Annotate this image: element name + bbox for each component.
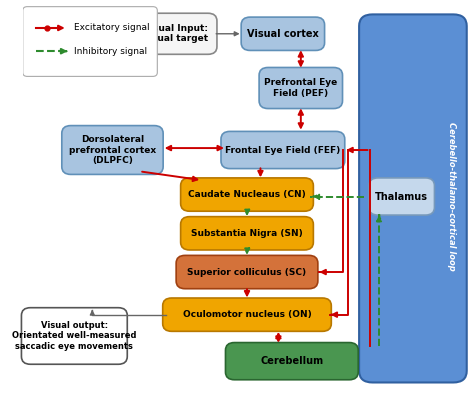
Text: Visual output:
Orientated well-measured
saccadic eye movements: Visual output: Orientated well-measured … — [12, 321, 137, 351]
FancyBboxPatch shape — [23, 7, 157, 76]
Text: Thalamus: Thalamus — [375, 191, 428, 202]
Text: Substantia Nigra (SN): Substantia Nigra (SN) — [191, 229, 303, 238]
FancyBboxPatch shape — [221, 131, 345, 169]
Text: Oculomotor nucleus (ON): Oculomotor nucleus (ON) — [182, 310, 311, 319]
Text: Cerebello-thalamo-cortical loop: Cerebello-thalamo-cortical loop — [447, 122, 456, 271]
FancyBboxPatch shape — [359, 15, 467, 382]
Text: Caudate Nucleaus (CN): Caudate Nucleaus (CN) — [188, 190, 306, 199]
FancyBboxPatch shape — [181, 217, 313, 250]
FancyBboxPatch shape — [259, 68, 343, 108]
Text: Superior colliculus (SC): Superior colliculus (SC) — [187, 268, 307, 277]
Text: Excitatory signal: Excitatory signal — [74, 24, 150, 33]
FancyBboxPatch shape — [369, 178, 435, 215]
FancyBboxPatch shape — [134, 13, 217, 54]
Text: Cerebellum: Cerebellum — [260, 356, 323, 366]
Text: Visual cortex: Visual cortex — [247, 29, 319, 39]
FancyBboxPatch shape — [226, 343, 358, 380]
Text: Dorsolateral
prefrontal cortex
(DLPFC): Dorsolateral prefrontal cortex (DLPFC) — [69, 135, 156, 165]
FancyBboxPatch shape — [181, 178, 313, 211]
FancyBboxPatch shape — [21, 308, 127, 364]
FancyBboxPatch shape — [62, 126, 163, 174]
Text: Frontal Eye Field (FEF): Frontal Eye Field (FEF) — [225, 145, 340, 154]
FancyBboxPatch shape — [241, 17, 325, 50]
Text: Inhibitory signal: Inhibitory signal — [74, 47, 147, 56]
Text: Visual Input:
Visual target: Visual Input: Visual target — [142, 24, 208, 44]
FancyBboxPatch shape — [176, 255, 318, 289]
FancyBboxPatch shape — [163, 298, 331, 331]
Text: Prefrontal Eye
Field (PEF): Prefrontal Eye Field (PEF) — [264, 78, 337, 98]
